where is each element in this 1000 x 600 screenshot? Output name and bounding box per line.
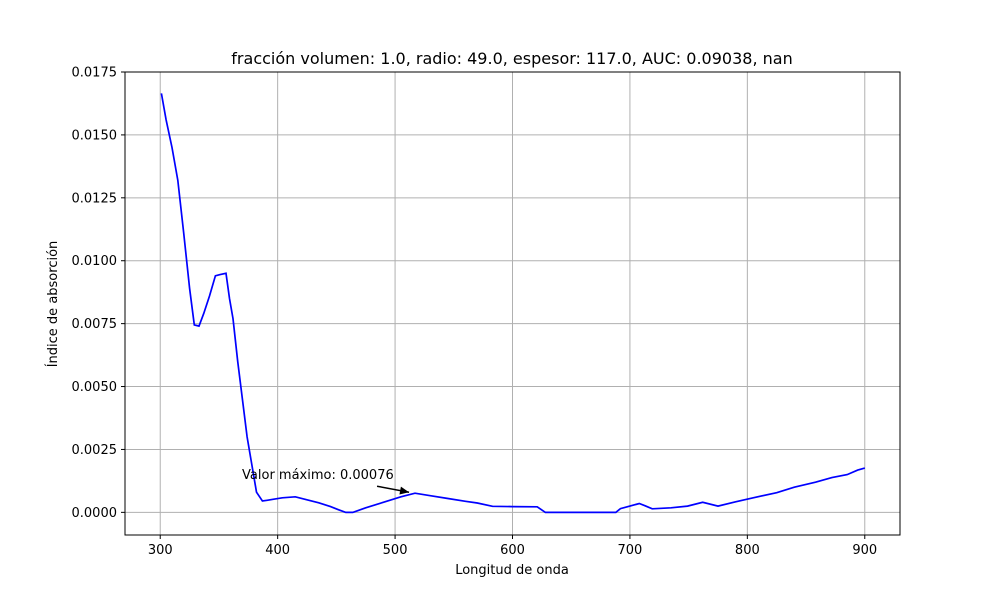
annotation-arrowhead (399, 486, 410, 495)
x-tick-label: 400 (265, 543, 290, 558)
y-axis-label: Índice de absorción (45, 241, 61, 368)
y-tick-label: 0.0025 (72, 443, 118, 458)
y-tick-label: 0.0000 (72, 506, 118, 521)
ticks: 300 400 500 600 700 800 900 0.0000 0.0025 0.0050 0… (72, 66, 878, 559)
annotation-text: Valor máximo: 0.00076 (242, 468, 394, 483)
y-tick-label: 0.0075 (72, 317, 118, 332)
y-tick-label: 0.0050 (72, 380, 118, 395)
y-tick-label: 0.0175 (72, 66, 118, 81)
x-tick-label: 900 (852, 543, 877, 558)
y-tick-label: 0.0125 (72, 191, 118, 206)
absorption-series-line (160, 93, 866, 514)
grid-lines (125, 71, 900, 535)
x-tick-label: 500 (383, 543, 408, 558)
y-tick-label: 0.0100 (72, 254, 118, 269)
x-tick-label: 700 (618, 543, 643, 558)
annotation: Valor máximo: 0.00076 (242, 468, 410, 495)
series-layer (160, 93, 866, 514)
chart-title: fracción volumen: 1.0, radio: 49.0, espe… (231, 49, 792, 68)
y-tick-label: 0.0150 (72, 128, 118, 143)
x-tick-label: 800 (735, 543, 760, 558)
x-axis-label: Longitud de onda (455, 563, 569, 578)
x-tick-label: 600 (500, 543, 525, 558)
x-tick-label: 300 (148, 543, 173, 558)
